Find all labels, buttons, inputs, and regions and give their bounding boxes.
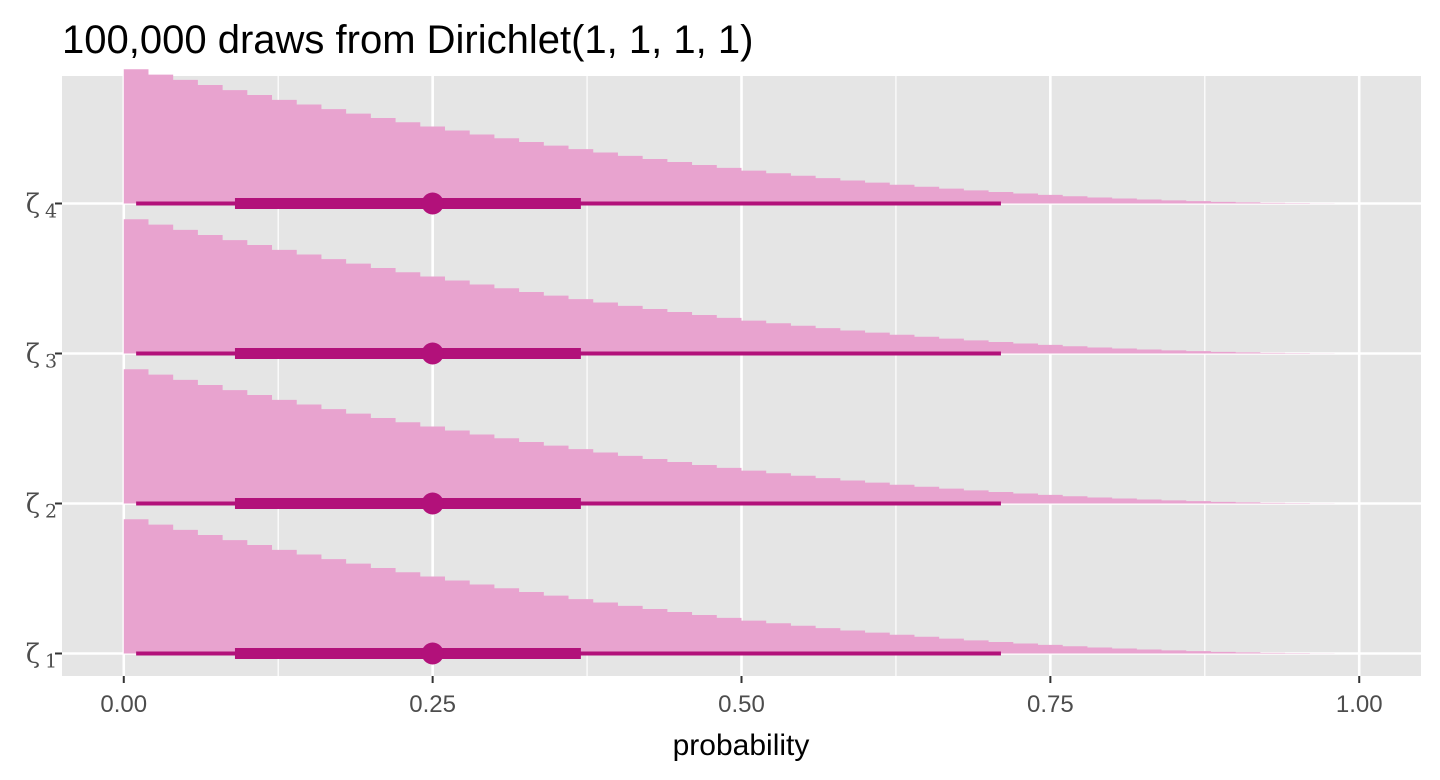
slabs (123, 69, 1360, 654)
y-tick-label: ζ (26, 340, 40, 370)
x-tick-label: 0.25 (409, 691, 456, 718)
y-tick-label: ζ (26, 190, 40, 220)
y-tick-subscript: 2 (45, 501, 57, 523)
x-axis-title: probability (673, 729, 810, 762)
y-tick-label: ζ (26, 640, 40, 670)
x-tick-label: 0.00 (100, 691, 147, 718)
intervals (136, 192, 1001, 665)
point-estimate-1 (421, 642, 444, 665)
point-estimate-2 (421, 492, 444, 515)
point-estimate-3 (421, 342, 444, 365)
x-tick-label: 1.00 (1336, 691, 1383, 718)
chart-title: 100,000 draws from Dirichlet(1, 1, 1, 1) (62, 18, 753, 62)
histogram-slab-4 (123, 69, 1360, 204)
histogram-slab-2 (123, 369, 1360, 504)
histogram-slab-1 (123, 519, 1360, 654)
y-axis: ζ 1ζ 2ζ 3ζ 4 (26, 190, 62, 673)
x-tick-label: 0.50 (718, 691, 765, 718)
x-axis: 0.00 0.25 0.50 0.75 1.00 (100, 676, 1383, 718)
histogram-slab-3 (123, 219, 1360, 354)
y-tick-label: ζ (26, 490, 40, 520)
y-tick-subscript: 4 (45, 201, 57, 223)
y-tick-subscript: 1 (45, 651, 57, 673)
point-estimate-4 (421, 192, 444, 215)
y-tick-subscript: 3 (45, 351, 57, 373)
x-tick-label: 0.75 (1027, 691, 1074, 718)
